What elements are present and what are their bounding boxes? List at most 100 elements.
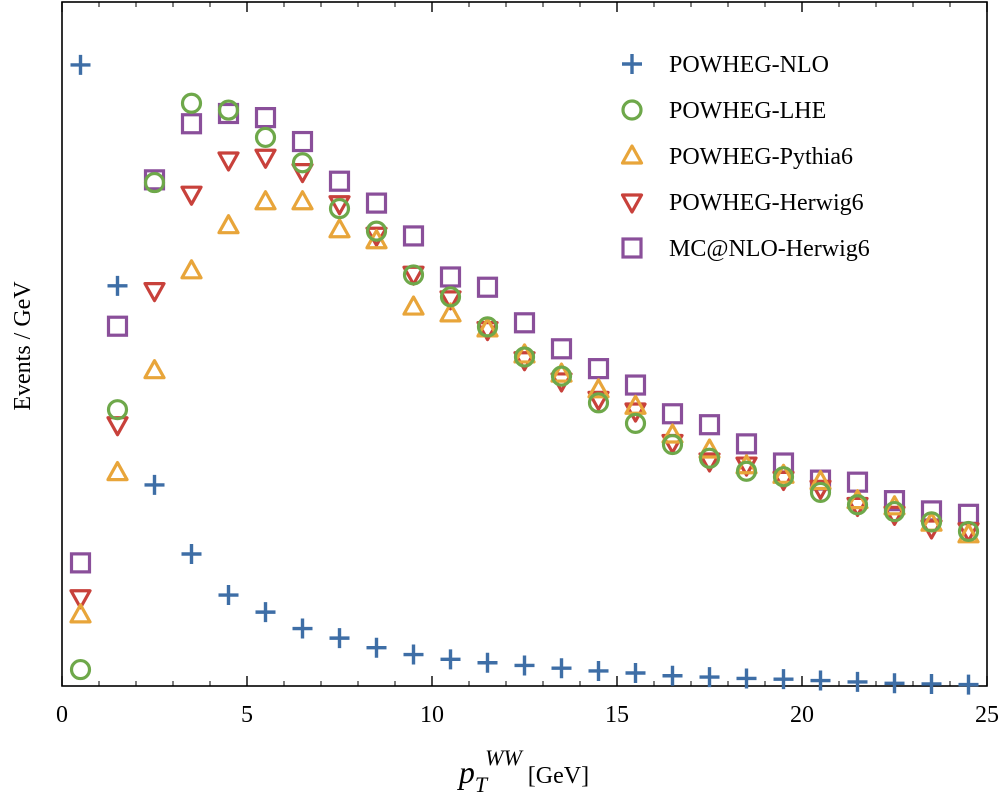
data-point <box>476 316 499 338</box>
data-point <box>957 520 980 543</box>
data-point <box>254 190 277 211</box>
data-point <box>588 660 609 681</box>
data-point <box>328 170 351 192</box>
data-point <box>736 668 757 689</box>
data-point <box>587 392 610 414</box>
data-point <box>291 163 314 184</box>
data-point <box>180 259 203 280</box>
data-point <box>254 106 277 129</box>
data-point <box>439 286 462 308</box>
data-point <box>846 471 869 493</box>
series-plus <box>70 54 979 695</box>
data-point <box>921 673 942 694</box>
x-tick-label: 25 <box>975 702 999 728</box>
x-tick-label: 10 <box>420 702 444 728</box>
data-point <box>772 463 795 484</box>
series-triangle-down <box>69 148 980 610</box>
data-point <box>550 362 573 383</box>
series-circle <box>69 92 980 681</box>
data-point <box>550 365 573 387</box>
data-point <box>772 466 795 488</box>
data-point <box>291 130 314 153</box>
data-point <box>513 343 536 364</box>
data-point <box>218 585 239 606</box>
x-axis-ticks: 0 5 10 15 20 25 <box>56 2 999 728</box>
data-point <box>365 192 388 214</box>
legend-marker <box>620 193 644 214</box>
data-point <box>69 603 92 624</box>
data-point <box>847 671 868 692</box>
data-point <box>69 589 92 610</box>
legend-label: POWHEG-Pythia6 <box>669 144 853 170</box>
data-point <box>217 151 240 172</box>
data-point <box>143 282 166 303</box>
data-point <box>551 658 572 679</box>
data-point <box>254 148 277 169</box>
x-axis-label-subscript: T <box>475 772 489 797</box>
x-axis-label-superscript: WW <box>485 745 523 770</box>
legend-marker <box>621 99 643 121</box>
x-axis-label: pTWW [GeV] <box>457 745 589 797</box>
data-point <box>254 126 277 149</box>
data-point <box>328 197 351 220</box>
data-point <box>809 481 832 504</box>
data-point <box>957 503 980 525</box>
x-axis-label-main: p <box>457 754 475 790</box>
data-point <box>291 152 314 174</box>
legend-marker <box>621 237 643 259</box>
legend: POWHEG-NLO POWHEG-LHE POWHEG-Pythia6 POWHEG… <box>620 52 870 262</box>
data-point <box>661 433 684 456</box>
data-point <box>439 290 462 311</box>
data-point <box>439 266 462 288</box>
data-point <box>180 185 203 206</box>
data-point <box>883 505 906 526</box>
data-point <box>846 494 869 516</box>
data-point <box>291 190 314 211</box>
data-point <box>698 414 721 436</box>
data-point <box>884 673 905 694</box>
legend-label: POWHEG-LHE <box>669 98 826 124</box>
data-point <box>735 433 758 455</box>
data-point <box>550 338 573 360</box>
data-point <box>698 438 721 459</box>
data-point <box>255 602 276 623</box>
data-point <box>143 171 166 194</box>
plot-frame <box>61 1 988 687</box>
x-tick-label: 20 <box>790 702 814 728</box>
data-point <box>699 667 720 688</box>
data-point <box>69 658 92 681</box>
data-point <box>624 412 647 434</box>
data-point <box>403 644 424 665</box>
data-point <box>70 54 91 75</box>
data-point <box>106 315 129 337</box>
data-point <box>402 264 425 286</box>
data-point <box>402 295 425 316</box>
data-point <box>439 302 462 323</box>
y-axis-label: Events / GeV <box>10 281 36 411</box>
data-point <box>180 113 203 135</box>
data-point <box>328 218 351 239</box>
data-point <box>143 359 166 380</box>
data-point <box>883 500 906 523</box>
data-point <box>920 511 943 533</box>
data-point <box>513 312 536 334</box>
data-point <box>773 669 794 690</box>
data-point <box>587 378 610 399</box>
legend-label: POWHEG-Herwig6 <box>669 190 864 216</box>
data-point <box>144 474 165 495</box>
data-point <box>366 637 387 658</box>
data-point <box>69 552 92 574</box>
data-point <box>329 628 350 649</box>
data-point <box>328 195 351 216</box>
data-point <box>810 670 831 691</box>
data-point <box>365 220 388 242</box>
data-point <box>106 399 129 421</box>
data-point <box>624 374 647 396</box>
data-point <box>698 447 721 469</box>
data-point <box>661 423 684 444</box>
data-point <box>587 358 610 380</box>
data-point <box>661 403 684 425</box>
data-point <box>477 652 498 673</box>
data-point <box>809 469 832 491</box>
